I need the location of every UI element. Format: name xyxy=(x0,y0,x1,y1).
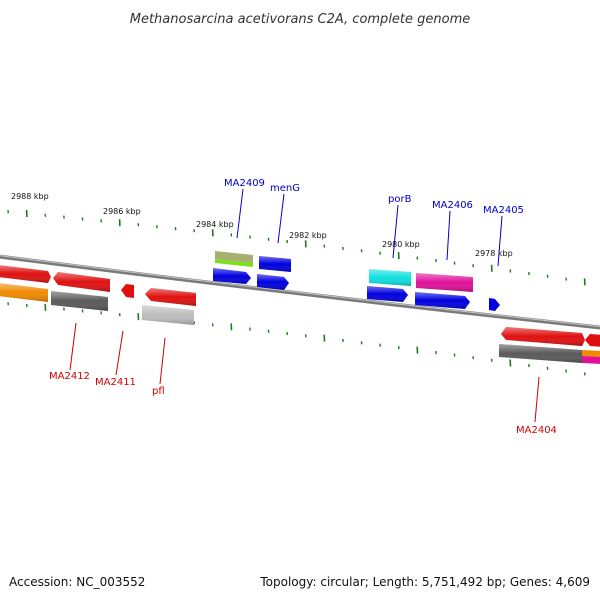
label-ma2412[interactable]: MA2412 xyxy=(49,371,90,382)
leader-ma2409 xyxy=(236,188,244,239)
outer-tick-ring xyxy=(7,209,586,286)
leader-ma2406 xyxy=(446,210,451,261)
map-title: Methanosarcina acetivorans C2A, complete… xyxy=(130,12,471,27)
tick-label-2984: 2984 kbp xyxy=(196,220,234,229)
blue-leader-lines xyxy=(236,188,503,267)
label-ma2406[interactable]: MA2406 xyxy=(432,200,473,211)
gene-shade xyxy=(53,272,110,292)
inner-tick-ring xyxy=(7,302,586,376)
leader-ma2411 xyxy=(115,330,124,376)
gene-orange-edge[interactable] xyxy=(582,350,600,357)
gene-shade xyxy=(51,291,108,311)
gene-shade xyxy=(259,256,291,272)
gene-shade xyxy=(213,268,251,284)
tick-label-2980: 2980 kbp xyxy=(382,240,420,249)
gene-shade xyxy=(257,274,289,290)
leader-ma2405 xyxy=(497,215,503,267)
genome-backbone-highlight xyxy=(0,255,600,327)
label-porb[interactable]: porB xyxy=(388,194,412,205)
label-pfl[interactable]: pfl xyxy=(152,386,165,397)
leader-meng xyxy=(277,193,285,244)
label-ma2404[interactable]: MA2404 xyxy=(516,425,557,436)
gene-shade xyxy=(415,292,470,309)
genome-backbone xyxy=(0,254,600,330)
label-ma2411[interactable]: MA2411 xyxy=(95,377,136,388)
gene-ma2411-arrow[interactable] xyxy=(121,284,134,298)
accession-text: Accession: NC_003552 xyxy=(9,575,145,589)
leader-ma2404 xyxy=(534,376,540,423)
gene-shade xyxy=(142,305,194,325)
gene-shade xyxy=(0,265,51,283)
gene-shade xyxy=(367,286,408,302)
tick-label-2988: 2988 kbp xyxy=(11,192,49,201)
gene-ma2405-arrow[interactable] xyxy=(489,298,500,311)
gene-shade xyxy=(499,344,582,363)
label-meng[interactable]: menG xyxy=(270,183,300,194)
label-ma2409[interactable]: MA2409 xyxy=(224,178,265,189)
leader-pfl xyxy=(159,337,166,385)
label-ma2405[interactable]: MA2405 xyxy=(483,205,524,216)
reverse-strand-genes xyxy=(0,283,600,364)
forward-strand-genes xyxy=(0,251,500,311)
gene-magenta-edge[interactable] xyxy=(582,356,600,364)
tick-label-2986: 2986 kbp xyxy=(103,207,141,216)
gene-shade xyxy=(145,288,196,306)
gene-shade xyxy=(0,283,48,302)
gene-ma2409-lime[interactable] xyxy=(215,259,253,267)
gene-shade xyxy=(501,327,585,346)
gene-shade xyxy=(369,269,411,286)
red-leader-lines xyxy=(69,322,540,423)
leader-ma2412 xyxy=(69,322,77,371)
tick-label-2982: 2982 kbp xyxy=(289,231,327,240)
leader-porb xyxy=(392,204,399,259)
gene-shade xyxy=(416,273,473,292)
tick-label-2978: 2978 kbp xyxy=(475,249,513,258)
gene-red-arrow-edge[interactable] xyxy=(585,334,600,347)
summary-text: Topology: circular; Length: 5,751,492 bp… xyxy=(259,575,590,589)
